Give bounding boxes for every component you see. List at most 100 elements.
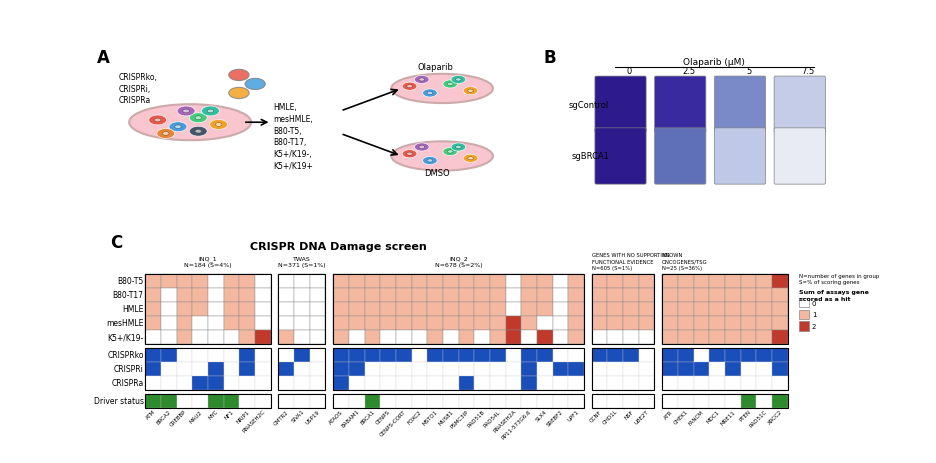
Circle shape: [419, 79, 425, 82]
Bar: [521, 362, 537, 376]
Circle shape: [443, 81, 458, 89]
Bar: [694, 302, 709, 316]
Text: CRISPRi,: CRISPRi,: [119, 85, 152, 94]
Bar: [709, 394, 724, 408]
Bar: [294, 316, 310, 330]
FancyBboxPatch shape: [774, 77, 826, 133]
Bar: [592, 394, 607, 408]
Circle shape: [456, 146, 461, 149]
Bar: [740, 330, 756, 344]
Bar: [623, 302, 638, 316]
Bar: [364, 330, 380, 344]
Bar: [740, 348, 756, 362]
Bar: [443, 302, 459, 316]
Bar: [521, 316, 537, 330]
Bar: [240, 362, 255, 376]
Bar: [310, 394, 326, 408]
Bar: [772, 348, 787, 362]
Bar: [521, 348, 537, 362]
Bar: [505, 376, 521, 390]
Bar: [592, 330, 607, 344]
Bar: [521, 376, 537, 390]
Ellipse shape: [391, 75, 493, 104]
Bar: [490, 376, 505, 390]
Bar: [521, 275, 537, 288]
Text: RNASEH2A: RNASEH2A: [492, 408, 517, 433]
Text: MSTO1: MSTO1: [421, 408, 439, 425]
Bar: [505, 275, 521, 288]
Text: TWAS
N=371 (S=1%): TWAS N=371 (S=1%): [278, 256, 326, 268]
Bar: [294, 348, 310, 362]
Circle shape: [468, 90, 474, 93]
Text: MUS81: MUS81: [437, 408, 454, 425]
Bar: [177, 275, 192, 288]
Text: B: B: [544, 49, 556, 67]
Bar: [663, 348, 678, 362]
Bar: [490, 288, 505, 302]
Bar: [255, 348, 271, 362]
Bar: [380, 394, 396, 408]
Bar: [177, 288, 192, 302]
Bar: [623, 330, 638, 344]
Text: 2.5: 2.5: [682, 67, 695, 75]
Bar: [607, 275, 623, 288]
Bar: [724, 394, 740, 408]
Bar: [592, 275, 607, 288]
Bar: [145, 394, 271, 408]
Bar: [294, 394, 310, 408]
Bar: [240, 288, 255, 302]
Circle shape: [207, 110, 213, 113]
Bar: [592, 348, 654, 390]
Bar: [192, 330, 208, 344]
Bar: [724, 302, 740, 316]
Bar: [294, 302, 310, 316]
Text: FOXC2: FOXC2: [407, 408, 423, 425]
Bar: [678, 302, 694, 316]
Circle shape: [195, 130, 201, 134]
Bar: [475, 302, 490, 316]
Bar: [349, 302, 364, 316]
Bar: [756, 394, 772, 408]
Bar: [772, 275, 787, 288]
Bar: [607, 376, 623, 390]
Bar: [255, 288, 271, 302]
Bar: [333, 316, 349, 330]
Ellipse shape: [129, 105, 251, 141]
Bar: [240, 348, 255, 362]
Bar: [568, 348, 584, 362]
Bar: [724, 288, 740, 302]
Bar: [396, 330, 412, 344]
Bar: [505, 302, 521, 316]
Text: C: C: [110, 233, 122, 251]
Text: NF1: NF1: [224, 408, 235, 419]
Bar: [623, 288, 638, 302]
Circle shape: [463, 88, 478, 95]
Bar: [310, 348, 326, 362]
Bar: [772, 302, 787, 316]
Bar: [224, 288, 240, 302]
Text: CCNF: CCNF: [589, 408, 603, 423]
Bar: [638, 316, 654, 330]
Bar: [475, 376, 490, 390]
Text: BABAM1: BABAM1: [341, 408, 360, 428]
Bar: [349, 348, 364, 362]
Bar: [694, 275, 709, 288]
Bar: [568, 288, 584, 302]
Bar: [240, 275, 255, 288]
Circle shape: [447, 83, 453, 86]
Bar: [145, 302, 161, 316]
Bar: [294, 275, 310, 288]
Text: DMSO: DMSO: [424, 169, 449, 178]
Bar: [694, 394, 709, 408]
Bar: [521, 302, 537, 316]
Bar: [490, 348, 505, 362]
Bar: [724, 362, 740, 376]
Bar: [364, 275, 380, 288]
Circle shape: [447, 150, 453, 154]
Bar: [592, 376, 607, 390]
Bar: [740, 288, 756, 302]
Bar: [255, 330, 271, 344]
Bar: [475, 394, 490, 408]
Bar: [396, 394, 412, 408]
Circle shape: [402, 83, 417, 91]
